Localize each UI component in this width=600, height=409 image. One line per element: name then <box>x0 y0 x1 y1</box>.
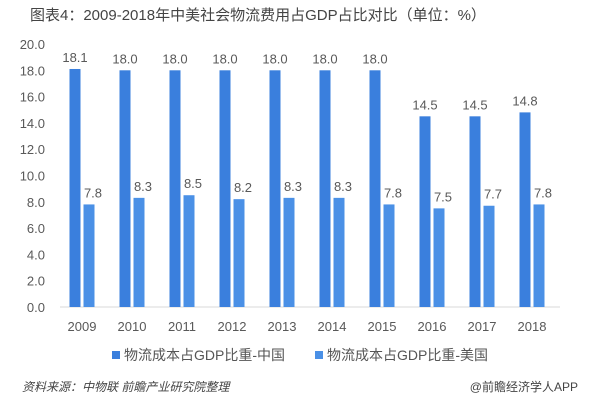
y-tick-label: 4.0 <box>27 247 45 262</box>
x-tick-label: 2015 <box>368 319 397 334</box>
data-label-us: 7.8 <box>84 185 102 200</box>
data-label-us: 7.8 <box>384 185 402 200</box>
data-label-us: 8.3 <box>134 179 152 194</box>
data-label-us: 8.3 <box>334 179 352 194</box>
y-tick-label: 12.0 <box>20 142 45 157</box>
x-tick-label: 2016 <box>418 319 447 334</box>
bar-china <box>519 112 531 307</box>
x-tick-label: 2018 <box>518 319 547 334</box>
bar-china <box>219 70 231 307</box>
y-tick-label: 10.0 <box>20 169 45 184</box>
bar-us <box>233 199 245 307</box>
bar-us <box>533 204 545 307</box>
y-tick-label: 2.0 <box>27 274 45 289</box>
legend-label-us: 物流成本占GDP比重-美国 <box>327 347 488 363</box>
legend-swatch-us <box>315 351 323 359</box>
legend-item-china: 物流成本占GDP比重-中国 <box>112 345 285 365</box>
data-label-us: 8.3 <box>284 179 302 194</box>
y-tick-label: 18.0 <box>20 63 45 78</box>
y-tick-label: 20.0 <box>20 37 45 52</box>
data-label-china: 18.0 <box>112 51 137 66</box>
source-note: 资料来源：中物联 前瞻产业研究院整理 <box>22 380 230 394</box>
chart-title: 图表4：2009-2018年中美社会物流费用占GDP占比对比（单位：%） <box>30 7 486 24</box>
y-tick-label: 16.0 <box>20 90 45 105</box>
bar-china <box>169 70 181 307</box>
data-label-us: 8.5 <box>184 176 202 191</box>
data-label-us: 7.7 <box>484 187 502 202</box>
x-tick-label: 2012 <box>218 319 247 334</box>
data-label-china: 14.5 <box>462 97 487 112</box>
y-tick-label: 14.0 <box>20 116 45 131</box>
x-tick-label: 2009 <box>68 319 97 334</box>
x-tick-label: 2011 <box>168 319 196 334</box>
bar-china <box>319 70 331 307</box>
credit-note: @前瞻经济学人APP <box>469 380 578 394</box>
data-label-china: 18.0 <box>362 51 387 66</box>
legend-swatch-china <box>112 351 120 359</box>
bar-us <box>333 197 345 307</box>
bar-china <box>469 116 481 307</box>
bar-us <box>483 205 495 307</box>
data-label-china: 18.1 <box>62 50 87 65</box>
bar-china <box>269 70 281 307</box>
legend: 物流成本占GDP比重-中国 物流成本占GDP比重-美国 <box>0 345 600 365</box>
data-label-us: 7.8 <box>534 185 552 200</box>
legend-label-china: 物流成本占GDP比重-中国 <box>124 347 285 363</box>
bar-china <box>69 68 81 307</box>
bar-us <box>83 204 95 307</box>
x-tick-label: 2010 <box>118 319 147 334</box>
data-label-china: 14.5 <box>412 97 437 112</box>
data-label-us: 8.2 <box>234 180 252 195</box>
bar-china <box>119 70 131 307</box>
data-label-china: 14.8 <box>512 93 537 108</box>
y-tick-label: 0.0 <box>27 300 45 315</box>
data-label-china: 18.0 <box>262 51 287 66</box>
bar-china <box>419 116 431 307</box>
x-tick-label: 2017 <box>468 319 497 334</box>
x-tick-label: 2014 <box>318 319 347 334</box>
bar-us <box>183 195 195 307</box>
bar-chart: 0.0 2.0 4.0 6.0 8.0 10.0 12.0 14.0 16.0 18.0 20.0 2… <box>20 37 560 334</box>
data-label-china: 18.0 <box>312 51 337 66</box>
bar-china <box>369 70 381 307</box>
y-tick-label: 6.0 <box>27 221 45 236</box>
legend-item-us: 物流成本占GDP比重-美国 <box>315 345 488 365</box>
data-label-china: 18.0 <box>162 51 187 66</box>
y-tick-label: 8.0 <box>27 195 45 210</box>
bar-us <box>433 208 445 307</box>
bar-us <box>133 197 145 307</box>
data-label-china: 18.0 <box>212 51 237 66</box>
bar-us <box>283 197 295 307</box>
bar-us <box>383 204 395 307</box>
x-tick-label: 2013 <box>268 319 297 334</box>
data-label-us: 7.5 <box>434 189 452 204</box>
